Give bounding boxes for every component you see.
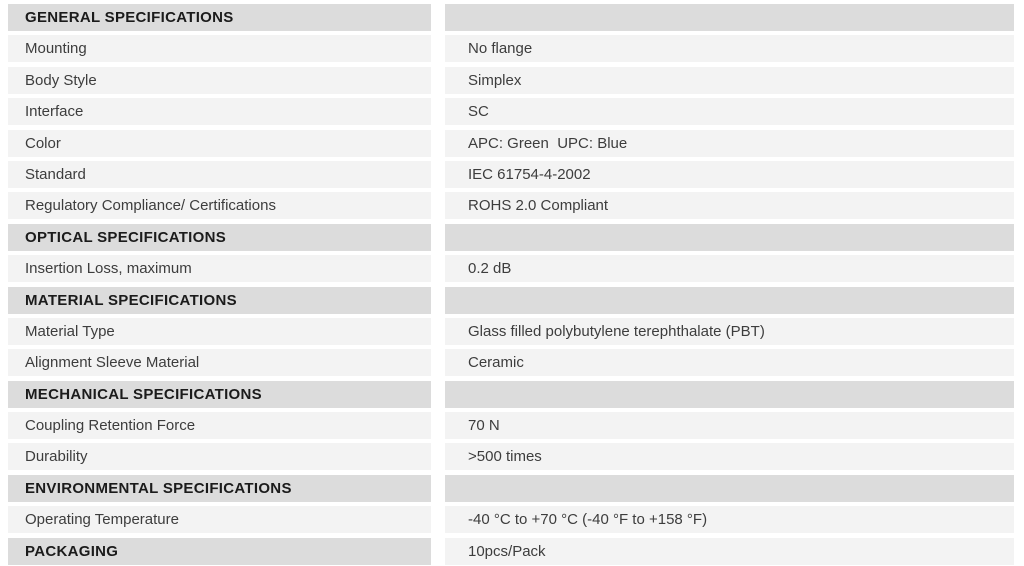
table-row: Mounting No flange	[8, 35, 1024, 63]
table-row: Durability >500 times	[8, 443, 1024, 471]
spec-label: ENVIRONMENTAL SPECIFICATIONS	[8, 474, 431, 502]
table-row: PACKAGING 10pcs/Pack	[8, 537, 1024, 565]
spec-label: OPTICAL SPECIFICATIONS	[8, 223, 431, 251]
spec-label: Color	[8, 129, 431, 157]
spec-value	[445, 380, 1014, 408]
table-row: GENERAL SPECIFICATIONS	[8, 4, 1024, 31]
spec-label: Operating Temperature	[8, 506, 431, 534]
spec-value	[445, 474, 1014, 502]
spec-value: 0.2 dB	[445, 255, 1014, 283]
spec-label: Coupling Retention Force	[8, 412, 431, 440]
table-row: OPTICAL SPECIFICATIONS	[8, 223, 1024, 251]
table-row: MECHANICAL SPECIFICATIONS	[8, 380, 1024, 408]
table-row: Insertion Loss, maximum 0.2 dB	[8, 255, 1024, 283]
spec-value: IEC 61754-4-2002	[445, 160, 1014, 188]
spec-value	[445, 4, 1014, 31]
table-row: Color APC: Green UPC: Blue	[8, 129, 1024, 157]
spec-value: Simplex	[445, 66, 1014, 94]
table-row: Interface SC	[8, 98, 1024, 126]
spec-value: SC	[445, 98, 1014, 126]
spec-value: 70 N	[445, 412, 1014, 440]
spec-label: Interface	[8, 98, 431, 126]
spec-label: Material Type	[8, 317, 431, 345]
table-row: Body Style Simplex	[8, 66, 1024, 94]
table-row: Regulatory Compliance/ Certifications RO…	[8, 192, 1024, 220]
spec-label: PACKAGING	[8, 537, 431, 565]
spec-label: Alignment Sleeve Material	[8, 349, 431, 377]
spec-value: No flange	[445, 35, 1014, 63]
spec-value: Glass filled polybutylene terephthalate …	[445, 317, 1014, 345]
table-row: Operating Temperature -40 °C to +70 °C (…	[8, 506, 1024, 534]
spec-value	[445, 286, 1014, 314]
spec-label: Body Style	[8, 66, 431, 94]
table-row: ENVIRONMENTAL SPECIFICATIONS	[8, 474, 1024, 502]
spec-value: Ceramic	[445, 349, 1014, 377]
spec-value: ROHS 2.0 Compliant	[445, 192, 1014, 220]
table-row: Material Type Glass filled polybutylene …	[8, 317, 1024, 345]
spec-label: MECHANICAL SPECIFICATIONS	[8, 380, 431, 408]
spec-value: APC: Green UPC: Blue	[445, 129, 1014, 157]
table-row: Standard IEC 61754-4-2002	[8, 160, 1024, 188]
table-row: MATERIAL SPECIFICATIONS	[8, 286, 1024, 314]
table-row: Coupling Retention Force 70 N	[8, 412, 1024, 440]
spec-value	[445, 223, 1014, 251]
table-row: Alignment Sleeve Material Ceramic	[8, 349, 1024, 377]
spec-value: >500 times	[445, 443, 1014, 471]
spec-label: MATERIAL SPECIFICATIONS	[8, 286, 431, 314]
spec-label: GENERAL SPECIFICATIONS	[8, 4, 431, 31]
spec-label: Mounting	[8, 35, 431, 63]
spec-label: Durability	[8, 443, 431, 471]
spec-label: Standard	[8, 160, 431, 188]
spec-label: Insertion Loss, maximum	[8, 255, 431, 283]
spec-label: Regulatory Compliance/ Certifications	[8, 192, 431, 220]
spec-value: 10pcs/Pack	[445, 537, 1014, 565]
spec-value: -40 °C to +70 °C (-40 °F to +158 °F)	[445, 506, 1014, 534]
